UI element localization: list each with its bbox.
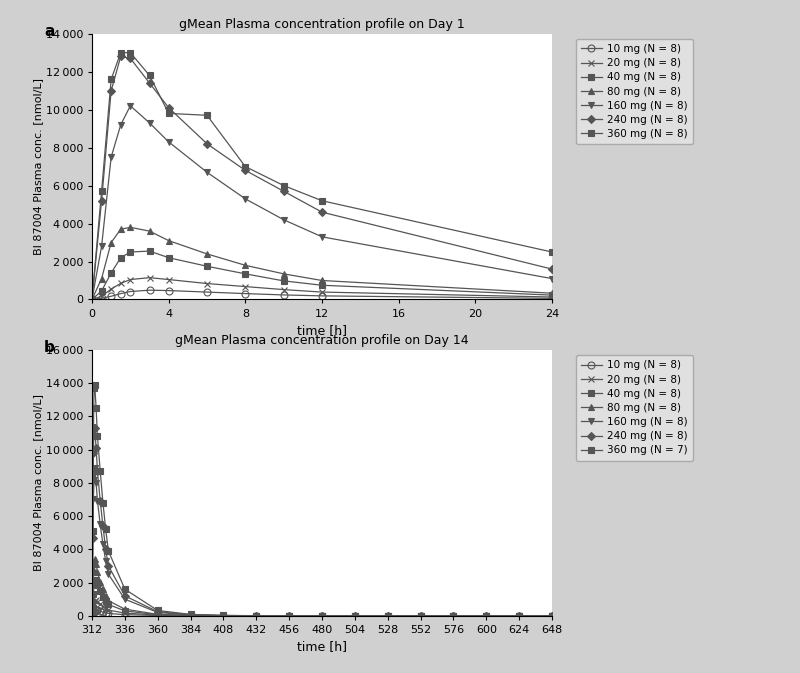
Y-axis label: BI 87004 Plasma conc. [nmol/L]: BI 87004 Plasma conc. [nmol/L]	[33, 394, 43, 571]
Text: b: b	[44, 340, 55, 355]
X-axis label: time [h]: time [h]	[297, 641, 347, 653]
X-axis label: time [h]: time [h]	[297, 324, 347, 337]
Text: a: a	[44, 24, 54, 38]
Legend: 10 mg (N = 8), 20 mg (N = 8), 40 mg (N = 8), 80 mg (N = 8), 160 mg (N = 8), 240 : 10 mg (N = 8), 20 mg (N = 8), 40 mg (N =…	[576, 39, 693, 144]
Legend: 10 mg (N = 8), 20 mg (N = 8), 40 mg (N = 8), 80 mg (N = 8), 160 mg (N = 8), 240 : 10 mg (N = 8), 20 mg (N = 8), 40 mg (N =…	[576, 355, 693, 460]
Title: gMean Plasma concentration profile on Day 1: gMean Plasma concentration profile on Da…	[179, 18, 465, 31]
Title: gMean Plasma concentration profile on Day 14: gMean Plasma concentration profile on Da…	[175, 334, 469, 347]
Y-axis label: BI 87004 Plasma conc. [nmol/L]: BI 87004 Plasma conc. [nmol/L]	[33, 78, 43, 255]
